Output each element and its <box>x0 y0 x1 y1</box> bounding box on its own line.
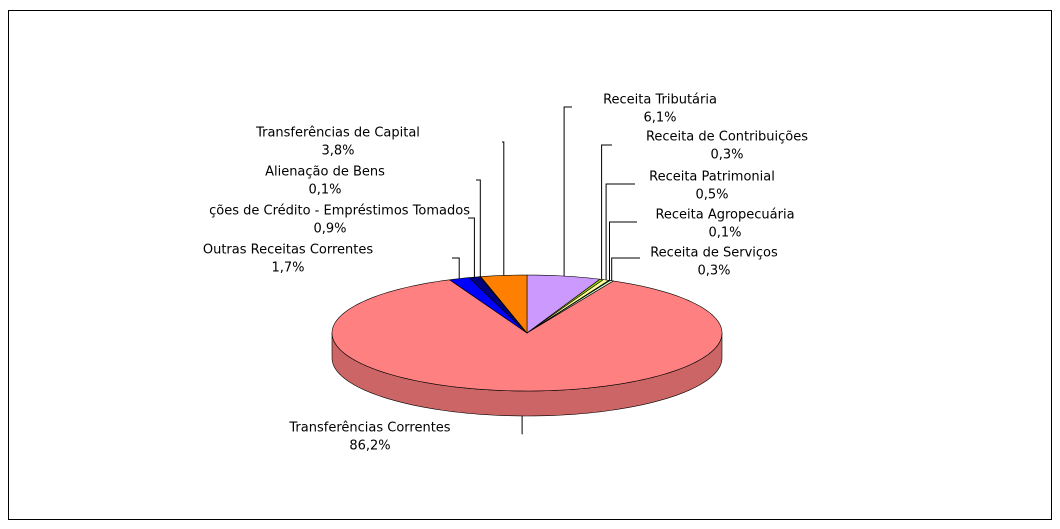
value-label: 0,5% <box>695 188 728 203</box>
leader-line <box>502 141 505 276</box>
leader-line <box>452 257 460 279</box>
value-label: 0,3% <box>697 264 730 279</box>
slice <box>480 274 528 334</box>
slice-label: Receita de Serviços <box>650 246 778 261</box>
leader-line <box>611 257 640 281</box>
value-label: 1,7% <box>271 261 304 276</box>
slice-label: Receita Patrimonial <box>649 170 775 185</box>
leader-line <box>476 179 481 277</box>
value-label: 0,1% <box>708 226 741 241</box>
slice <box>331 279 723 392</box>
plot: Receita Tributária 6,1% Receita de Contrib… <box>203 93 808 454</box>
slice-label: ções de Crédito - Empréstimos Tomados <box>209 204 470 219</box>
slice-label: Receita de Contribuições <box>646 130 808 145</box>
leader-line <box>609 221 637 281</box>
leader-line <box>468 217 475 278</box>
slice-label: Outras Receitas Correntes <box>203 243 373 258</box>
value-label: 0,3% <box>710 148 743 163</box>
value-label: 0,9% <box>313 222 346 237</box>
chart-frame <box>8 10 1052 520</box>
slice-label: Transferências de Capital <box>255 126 420 141</box>
value-label: 3,8% <box>321 144 354 159</box>
value-label: 86,2% <box>349 439 390 454</box>
leader-line <box>605 183 635 280</box>
leader-line <box>563 106 572 277</box>
slice-label: Alienação de Bens <box>265 165 385 180</box>
slice-label: Receita Tributária <box>603 93 717 108</box>
slice-label: Transferências Correntes <box>288 421 450 436</box>
leader-line <box>601 144 612 280</box>
value-label: 0,1% <box>308 183 341 198</box>
slice-label: Receita Agropecuária <box>655 208 794 223</box>
value-label: 6,1% <box>643 111 676 126</box>
